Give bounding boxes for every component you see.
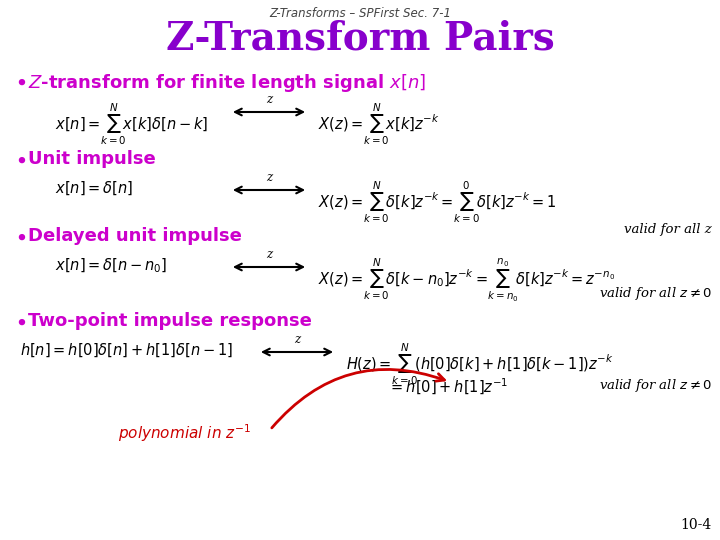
Text: $X(z)=\!\sum_{k=0}^{N}\!\delta[k]z^{-k}=\!\sum_{k=0}^{0}\!\delta[k]z^{-k}=1$: $X(z)=\!\sum_{k=0}^{N}\!\delta[k]z^{-k}=… bbox=[318, 180, 557, 225]
Text: $x[n]=\delta[n]$: $x[n]=\delta[n]$ bbox=[55, 180, 133, 198]
Text: 10-4: 10-4 bbox=[680, 518, 712, 532]
Text: Delayed unit impulse: Delayed unit impulse bbox=[28, 227, 242, 245]
Text: $\bullet$: $\bullet$ bbox=[14, 227, 26, 247]
Text: valid for all $z\neq 0$: valid for all $z\neq 0$ bbox=[599, 285, 712, 302]
Text: $x[n]=\delta[n-n_0]$: $x[n]=\delta[n-n_0]$ bbox=[55, 257, 167, 275]
Text: $\bullet$: $\bullet$ bbox=[14, 312, 26, 332]
Text: $X(z)=\!\sum_{k=0}^{N}\!x[k]z^{-k}$: $X(z)=\!\sum_{k=0}^{N}\!x[k]z^{-k}$ bbox=[318, 102, 440, 147]
Text: $X(z)=\!\sum_{k=0}^{N}\!\delta[k-n_0]z^{-k}=\!\sum_{k=n_0}^{n_0}\!\delta[k]z^{-k: $X(z)=\!\sum_{k=0}^{N}\!\delta[k-n_0]z^{… bbox=[318, 257, 615, 304]
Text: valid for all z: valid for all z bbox=[624, 223, 712, 236]
Text: Z-Transforms – SPFirst Sec. 7-1: Z-Transforms – SPFirst Sec. 7-1 bbox=[269, 7, 451, 20]
Text: $\mathit{polynomial\ in\ z^{-1}}$: $\mathit{polynomial\ in\ z^{-1}}$ bbox=[118, 422, 251, 444]
Text: z: z bbox=[266, 93, 272, 106]
Text: $x[n]=\!\sum_{k=0}^{N}\!x[k]\delta[n-k]$: $x[n]=\!\sum_{k=0}^{N}\!x[k]\delta[n-k]$ bbox=[55, 102, 208, 147]
Text: z: z bbox=[266, 248, 272, 261]
Text: Unit impulse: Unit impulse bbox=[28, 150, 156, 168]
Text: valid for all $z\neq 0$: valid for all $z\neq 0$ bbox=[599, 377, 712, 394]
Text: $=h[0]+h[1]z^{-1}$: $=h[0]+h[1]z^{-1}$ bbox=[388, 377, 508, 397]
Text: Z-Transform Pairs: Z-Transform Pairs bbox=[166, 20, 554, 58]
Text: $\mathit{Z}$-transform for finite length signal $\mathit{x}[\mathit{n}]$: $\mathit{Z}$-transform for finite length… bbox=[28, 72, 426, 94]
Text: z: z bbox=[266, 171, 272, 184]
Text: $H(z)=\!\sum_{k=0}^{N}\!(h[0]\delta[k]+h[1]\delta[k-1])z^{-k}$: $H(z)=\!\sum_{k=0}^{N}\!(h[0]\delta[k]+h… bbox=[346, 342, 614, 387]
Text: $h[n]=h[0]\delta[n]+h[1]\delta[n-1]$: $h[n]=h[0]\delta[n]+h[1]\delta[n-1]$ bbox=[20, 342, 233, 360]
Text: $\bullet$: $\bullet$ bbox=[14, 150, 26, 170]
Text: z: z bbox=[294, 333, 300, 346]
Text: Two-point impulse response: Two-point impulse response bbox=[28, 312, 312, 330]
Text: $\bullet$: $\bullet$ bbox=[14, 72, 26, 92]
